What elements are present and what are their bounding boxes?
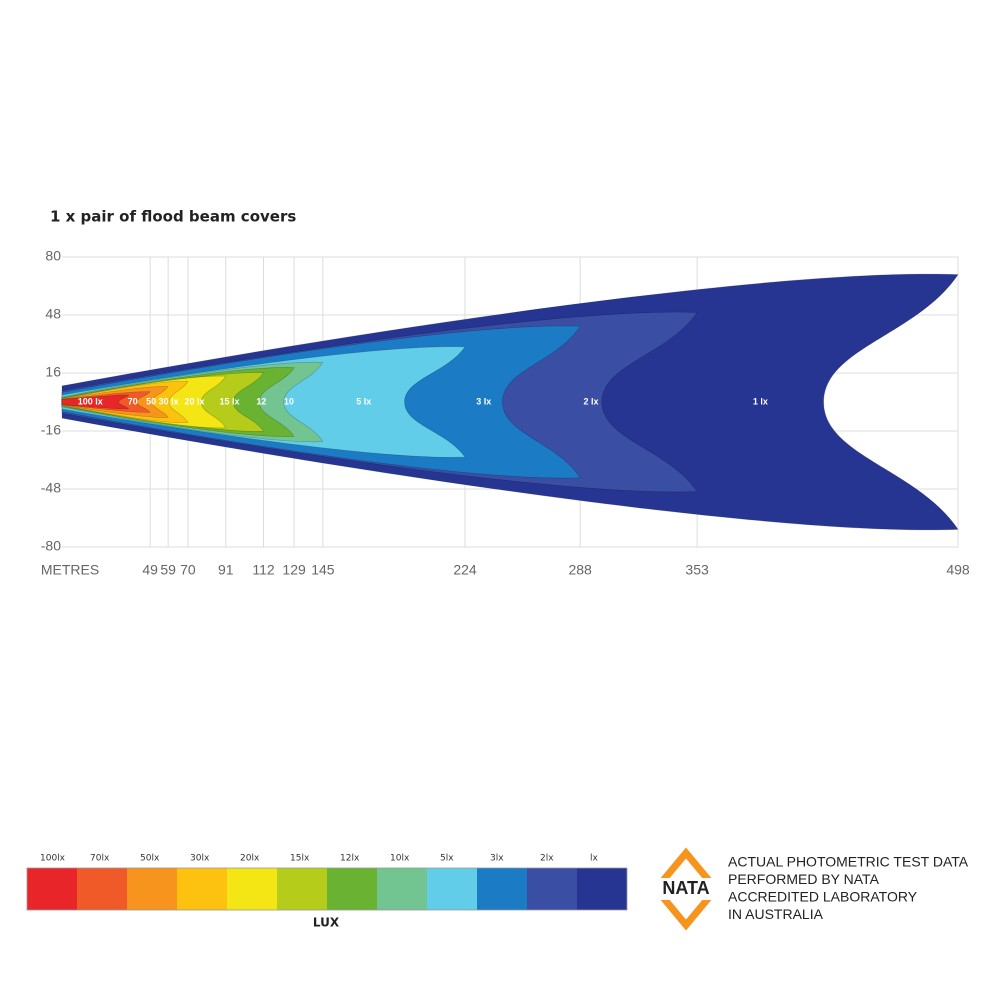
x-tick-label: 145 <box>311 562 335 578</box>
x-tick-label: 49 <box>142 562 158 578</box>
zone-label: 100 lx <box>78 396 103 406</box>
y-tick-label: -48 <box>41 480 61 496</box>
y-tick-label: -80 <box>41 538 61 554</box>
x-tick-label: 70 <box>180 562 196 578</box>
chart-title: 1 x pair of flood beam covers <box>50 208 296 226</box>
logo-text: NATA <box>662 878 709 898</box>
x-tick-label: 112 <box>252 562 275 578</box>
logo-diamond <box>651 847 721 931</box>
zone-label: 20 lx <box>185 396 205 406</box>
y-tick-label: 16 <box>45 364 61 380</box>
legend-frame <box>26 867 628 911</box>
x-tick-label: 498 <box>946 562 970 578</box>
y-tick-label: -16 <box>41 422 61 438</box>
legend-label: 20lx <box>240 854 260 864</box>
legend-label: 3lx <box>490 854 504 864</box>
zone-label: 30 lx <box>159 396 179 406</box>
legend-label: 50lx <box>140 854 160 864</box>
legend-swatch <box>277 868 327 910</box>
x-tick-label: 288 <box>568 562 592 578</box>
badge-line: IN AUSTRALIA <box>728 906 824 922</box>
beam-zone <box>61 394 130 410</box>
legend-label: 100lx <box>40 854 66 864</box>
legend-swatch <box>77 868 127 910</box>
x-tick-label: 129 <box>282 562 306 578</box>
zone-label: 1 lx <box>753 396 768 406</box>
nata-logo: NATA <box>650 847 722 931</box>
legend-swatch <box>377 868 427 910</box>
zone-label: 2 lx <box>584 396 599 406</box>
y-tick-label: 80 <box>45 248 61 264</box>
legend-label: 12lx <box>340 854 360 864</box>
x-tick-label: 353 <box>685 562 709 578</box>
legend-label: 5lx <box>440 854 454 864</box>
zone-label: 3 lx <box>476 396 491 406</box>
legend-label: 30lx <box>190 854 210 864</box>
legend-swatch <box>477 868 527 910</box>
zone-label: 50 <box>146 396 156 406</box>
legend-title: LUX <box>313 916 340 930</box>
zone-label: 15 lx <box>219 396 239 406</box>
legend-label: lx <box>590 854 599 864</box>
beam-zones <box>61 273 959 531</box>
legend-swatch <box>427 868 477 910</box>
badge-line: PERFORMED BY NATA <box>728 871 880 887</box>
legend-swatch <box>577 868 627 910</box>
legend-label: 2lx <box>540 854 554 864</box>
legend-label: 70lx <box>90 854 110 864</box>
legend-label: 10lx <box>390 854 410 864</box>
legend-swatch <box>527 868 577 910</box>
zone-label: 5 lx <box>356 396 371 406</box>
legend-swatch <box>27 868 77 910</box>
legend-swatch <box>127 868 177 910</box>
badge-line: ACCREDITED LABORATORY <box>728 889 918 905</box>
x-tick-label: 59 <box>160 562 176 578</box>
y-tick-label: 48 <box>45 306 61 322</box>
x-tick-label: 91 <box>218 562 234 578</box>
logo-backing <box>650 878 722 900</box>
x-axis-label: METRES <box>41 562 99 578</box>
legend-label: 15lx <box>290 854 310 864</box>
zone-label: 10 <box>284 396 294 406</box>
legend-swatch <box>327 868 377 910</box>
zone-label: 12 <box>256 396 266 406</box>
zone-label: 70 <box>128 396 138 406</box>
badge-line: ACTUAL PHOTOMETRIC TEST DATA <box>728 854 969 870</box>
legend-swatch <box>177 868 227 910</box>
x-tick-label: 224 <box>453 562 477 578</box>
legend-swatch <box>227 868 277 910</box>
